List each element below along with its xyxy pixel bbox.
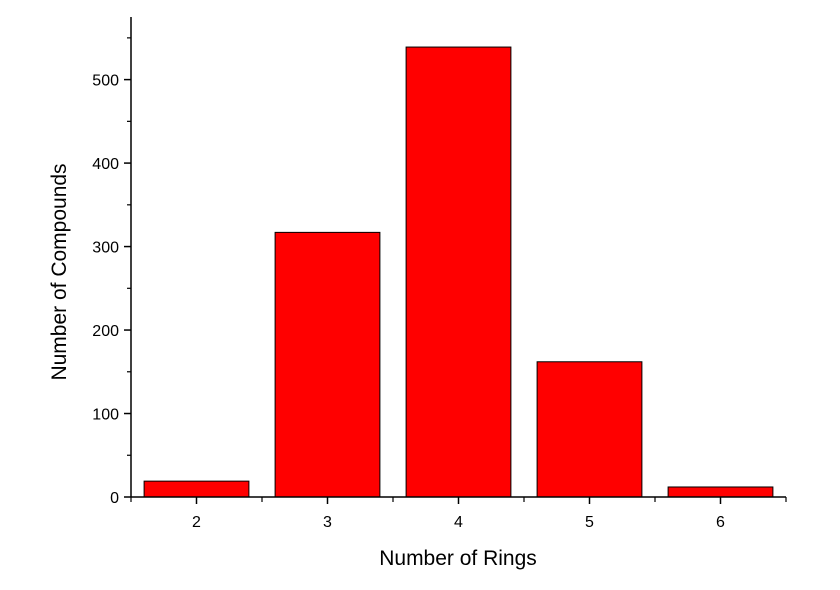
bar-2 (143, 480, 250, 498)
y-tick-label-0: 0 (110, 490, 119, 507)
bar-5 (536, 361, 643, 498)
y-tick-label-500: 500 (92, 73, 119, 90)
y-axis-title: Number of Compounds (48, 163, 71, 380)
bar-3 (274, 231, 381, 498)
x-tick-label-5: 5 (585, 514, 594, 531)
y-tick-label-400: 400 (92, 156, 119, 173)
bars-group (143, 46, 774, 498)
bar-6 (667, 486, 774, 498)
x-ticks-group: 2 3 4 5 6 (130, 497, 787, 531)
x-tick-label-4: 4 (454, 514, 463, 531)
bar-4 (405, 46, 512, 498)
x-tick-label-3: 3 (323, 514, 332, 531)
y-ticks-group: 0 100 200 300 400 500 (92, 37, 131, 507)
x-tick-label-6: 6 (716, 514, 725, 531)
x-axis-title: Number of Rings (379, 547, 537, 570)
y-tick-label-300: 300 (92, 240, 119, 257)
y-tick-label-100: 100 (92, 407, 119, 424)
y-tick-label-200: 200 (92, 323, 119, 340)
x-tick-label-2: 2 (192, 514, 201, 531)
